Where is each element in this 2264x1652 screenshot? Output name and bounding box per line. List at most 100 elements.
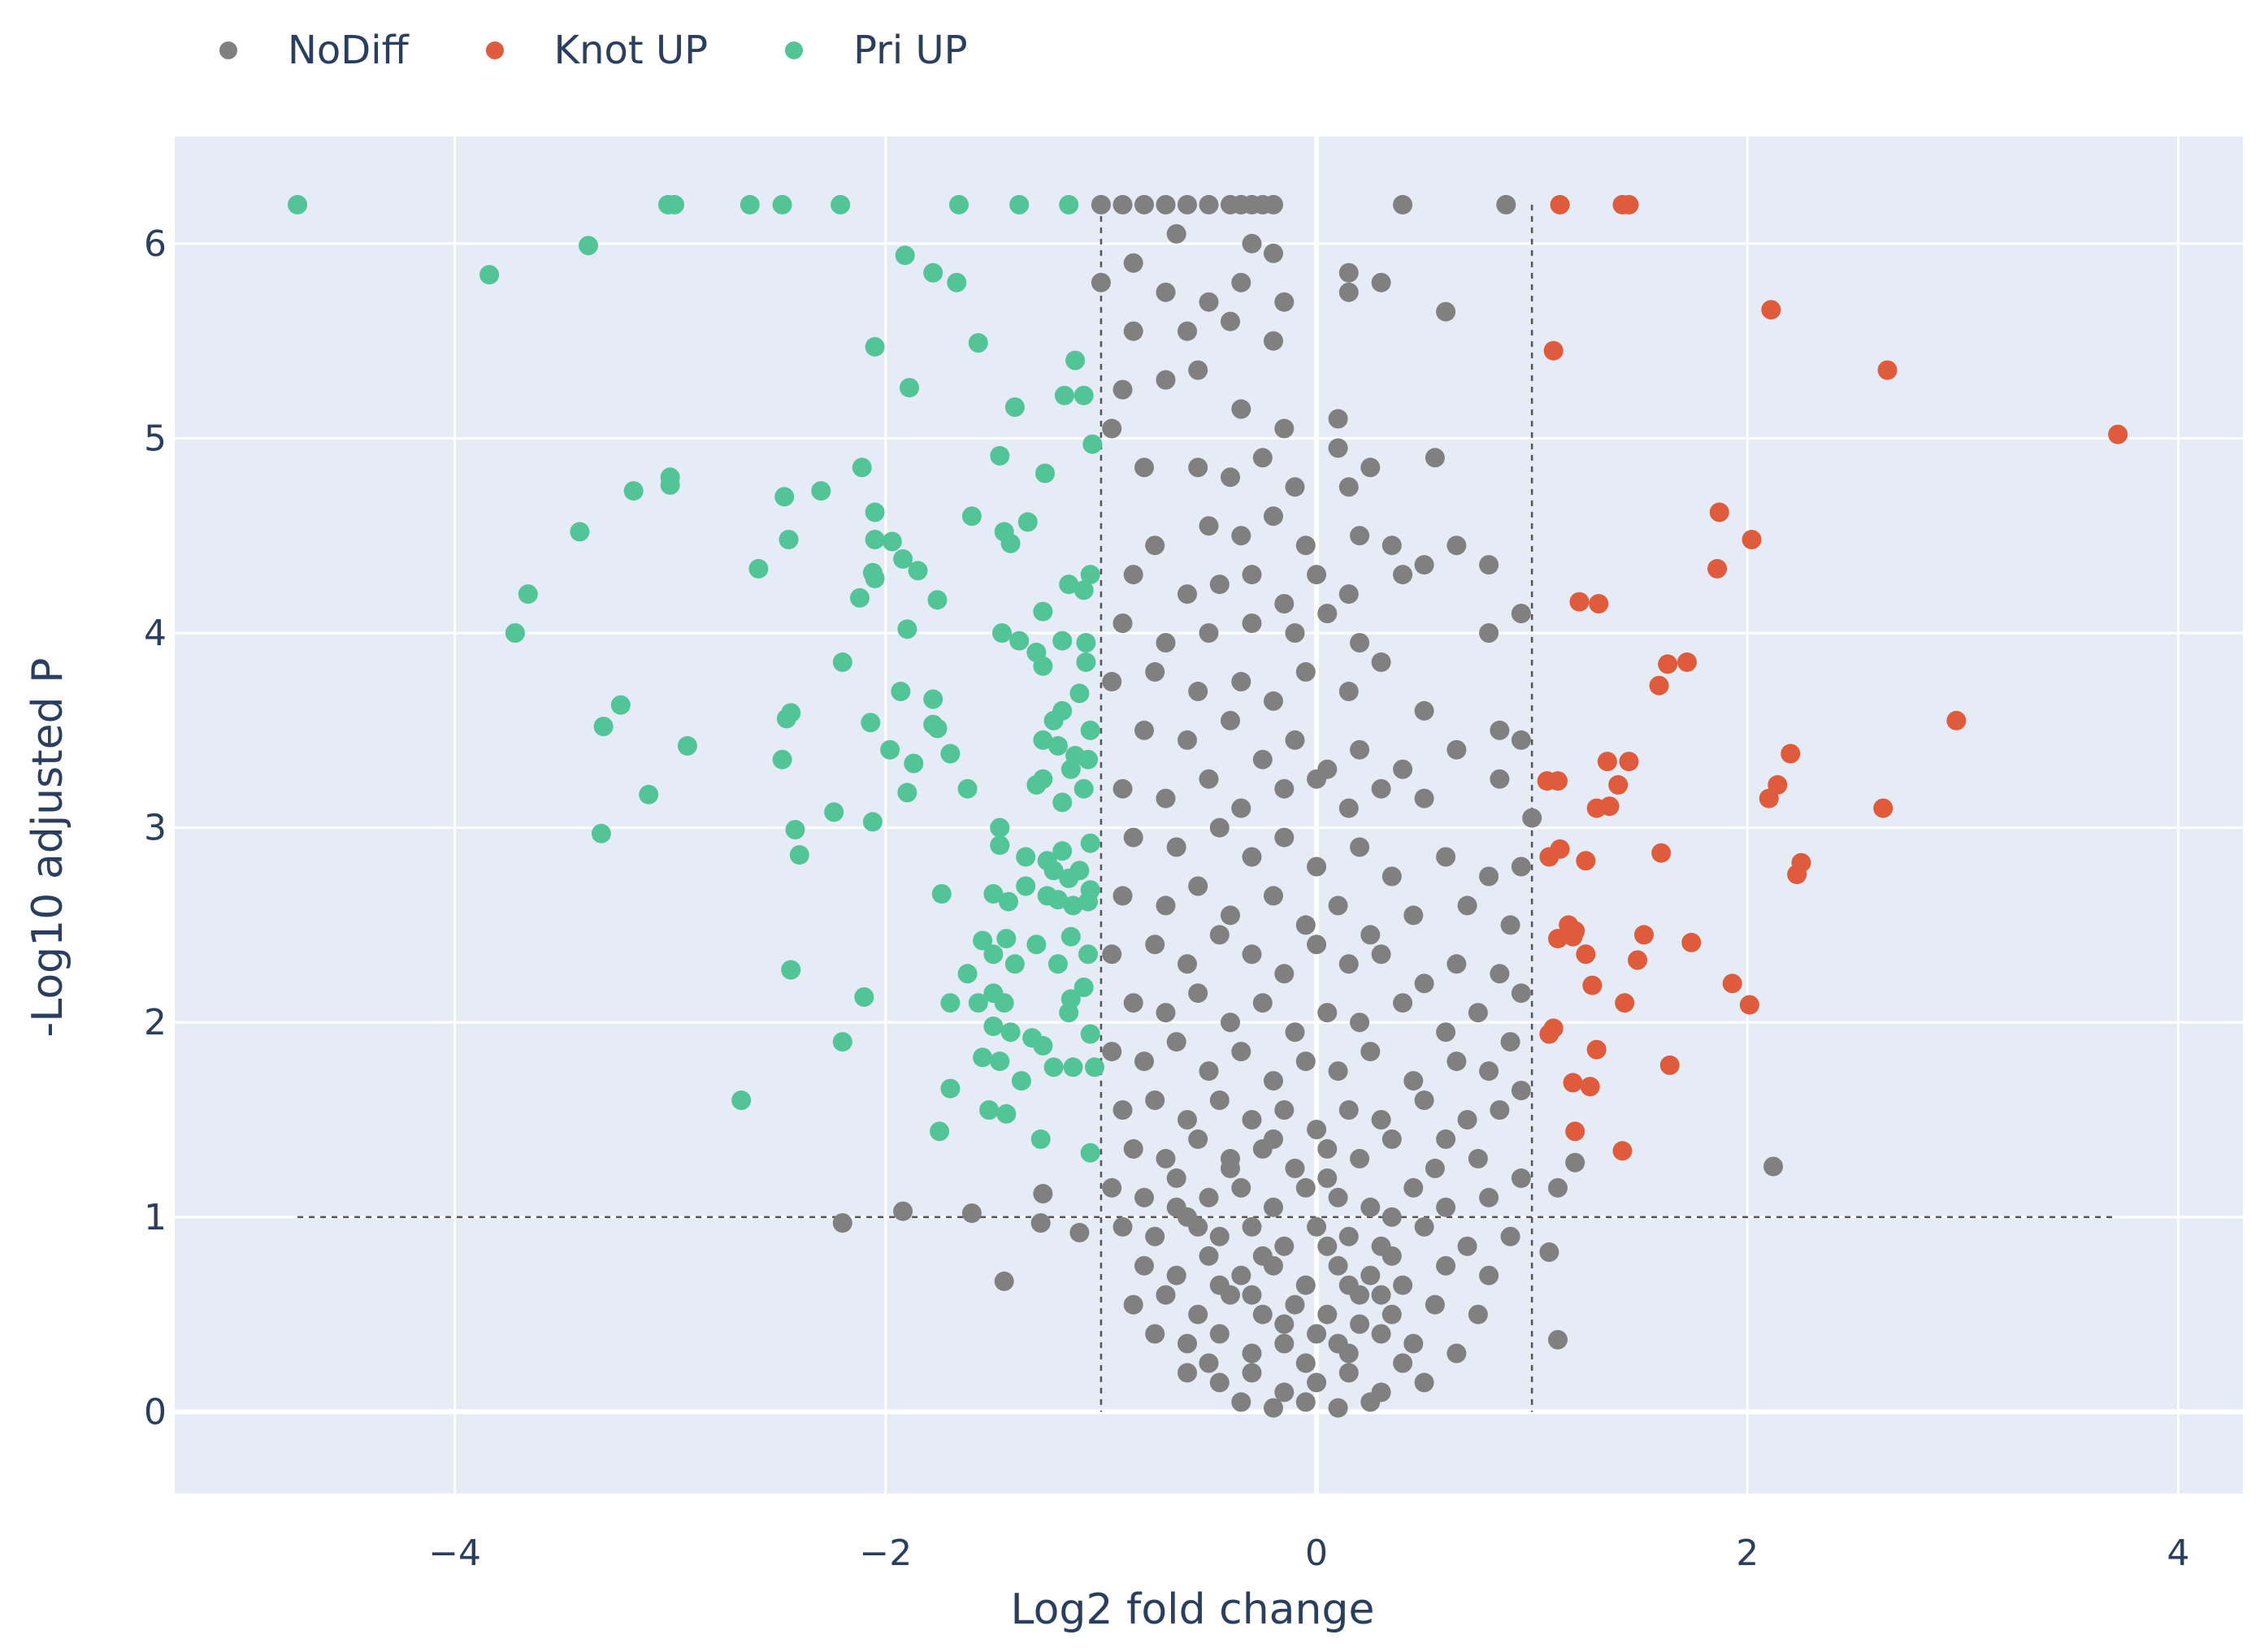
point-pri-up bbox=[1080, 1143, 1100, 1163]
point-pri-up bbox=[992, 623, 1012, 643]
point-nodiff bbox=[1145, 1226, 1165, 1247]
point-nodiff bbox=[1252, 1246, 1273, 1266]
point-nodiff bbox=[1393, 1353, 1413, 1373]
point-nodiff bbox=[1030, 1213, 1051, 1233]
point-nodiff bbox=[1242, 233, 1262, 254]
point-nodiff bbox=[1414, 555, 1434, 575]
legend-item-pri-up[interactable]: Pri UP bbox=[785, 28, 968, 73]
point-pri-up bbox=[983, 944, 1004, 965]
point-nodiff bbox=[1274, 778, 1295, 799]
point-knot-up bbox=[1563, 926, 1583, 947]
point-knot-up bbox=[1599, 796, 1620, 817]
point-nodiff bbox=[1188, 983, 1208, 1004]
point-nodiff bbox=[1479, 1187, 1499, 1208]
point-nodiff bbox=[1231, 1265, 1251, 1286]
point-pri-up bbox=[1076, 633, 1096, 653]
point-pri-up bbox=[1078, 891, 1098, 912]
y-tick-label: 0 bbox=[144, 1391, 167, 1433]
point-nodiff bbox=[1328, 1187, 1348, 1208]
point-pri-up bbox=[983, 884, 1004, 904]
point-nodiff bbox=[1091, 272, 1111, 293]
point-nodiff bbox=[1436, 1197, 1456, 1217]
point-pri-up bbox=[865, 502, 885, 522]
point-nodiff bbox=[1393, 759, 1413, 779]
point-nodiff bbox=[1414, 973, 1434, 994]
point-nodiff bbox=[1338, 1363, 1359, 1383]
point-nodiff bbox=[1274, 1314, 1295, 1334]
y-tick-label: 5 bbox=[144, 418, 167, 459]
point-nodiff bbox=[1317, 1138, 1338, 1159]
point-pri-up bbox=[957, 778, 978, 799]
point-nodiff bbox=[961, 1203, 982, 1223]
point-nodiff bbox=[1446, 1343, 1467, 1364]
point-nodiff bbox=[1112, 886, 1133, 906]
point-nodiff bbox=[1209, 1090, 1230, 1110]
point-nodiff bbox=[1123, 993, 1143, 1013]
point-pri-up bbox=[518, 584, 538, 605]
point-nodiff bbox=[1209, 1226, 1230, 1247]
point-pri-up bbox=[1004, 397, 1025, 417]
point-pri-up bbox=[852, 457, 872, 478]
point-nodiff bbox=[994, 1271, 1014, 1291]
point-nodiff bbox=[1393, 993, 1413, 1013]
point-nodiff bbox=[1414, 788, 1434, 809]
point-nodiff bbox=[1350, 739, 1370, 760]
point-nodiff bbox=[1199, 1353, 1219, 1373]
point-nodiff bbox=[1252, 1304, 1273, 1325]
point-nodiff bbox=[1252, 448, 1273, 468]
point-pri-up bbox=[1080, 1024, 1100, 1044]
point-nodiff bbox=[1295, 661, 1316, 682]
point-nodiff bbox=[1264, 506, 1283, 527]
x-axis-title: Log2 fold change bbox=[1011, 1585, 1375, 1634]
point-knot-up bbox=[1628, 950, 1648, 970]
point-pri-up bbox=[895, 245, 915, 266]
point-pri-up bbox=[850, 588, 870, 608]
point-nodiff bbox=[1221, 467, 1240, 488]
point-knot-up bbox=[1576, 851, 1596, 871]
point-nodiff bbox=[1123, 1294, 1143, 1315]
point-pri-up bbox=[1059, 868, 1079, 888]
point-nodiff bbox=[1414, 700, 1434, 721]
point-pri-up bbox=[1033, 601, 1053, 622]
point-nodiff bbox=[1381, 1207, 1402, 1227]
point-pri-up bbox=[996, 929, 1017, 949]
point-nodiff bbox=[1317, 1304, 1338, 1325]
legend-item-knot-up[interactable]: Knot UP bbox=[485, 28, 708, 73]
point-nodiff bbox=[1350, 1148, 1370, 1169]
point-nodiff bbox=[1242, 1363, 1262, 1383]
point-nodiff bbox=[1446, 739, 1467, 760]
point-pri-up bbox=[865, 336, 885, 357]
point-knot-up bbox=[1709, 502, 1729, 522]
point-pri-up bbox=[927, 590, 948, 610]
point-pri-up bbox=[832, 1032, 852, 1052]
point-pri-up bbox=[779, 530, 799, 549]
legend-item-nodiff[interactable]: NoDiff bbox=[219, 28, 409, 73]
point-nodiff bbox=[1338, 477, 1359, 497]
point-pri-up bbox=[990, 835, 1010, 856]
point-nodiff bbox=[1145, 1090, 1165, 1110]
point-knot-up bbox=[1946, 710, 1967, 731]
point-nodiff bbox=[1307, 565, 1327, 585]
point-nodiff bbox=[1479, 623, 1499, 643]
point-pri-up bbox=[1059, 194, 1079, 215]
point-pri-up bbox=[811, 481, 831, 501]
point-nodiff bbox=[1565, 1152, 1585, 1173]
point-pri-up bbox=[973, 1047, 993, 1068]
point-nodiff bbox=[1479, 1265, 1499, 1286]
point-nodiff bbox=[1360, 457, 1381, 478]
point-pri-up bbox=[1016, 847, 1036, 867]
point-nodiff bbox=[1436, 301, 1456, 322]
point-pri-up bbox=[1069, 683, 1090, 704]
point-nodiff bbox=[1381, 866, 1402, 887]
point-pri-up bbox=[908, 561, 928, 581]
point-nodiff bbox=[1221, 905, 1240, 926]
point-pri-up bbox=[772, 749, 792, 770]
point-nodiff bbox=[1381, 535, 1402, 556]
point-nodiff bbox=[1479, 555, 1499, 575]
point-nodiff bbox=[1511, 856, 1531, 877]
point-nodiff bbox=[1199, 1246, 1219, 1266]
point-nodiff bbox=[1457, 895, 1477, 916]
point-nodiff bbox=[1457, 1236, 1477, 1256]
point-nodiff bbox=[1242, 1110, 1262, 1130]
point-pri-up bbox=[1017, 512, 1038, 532]
